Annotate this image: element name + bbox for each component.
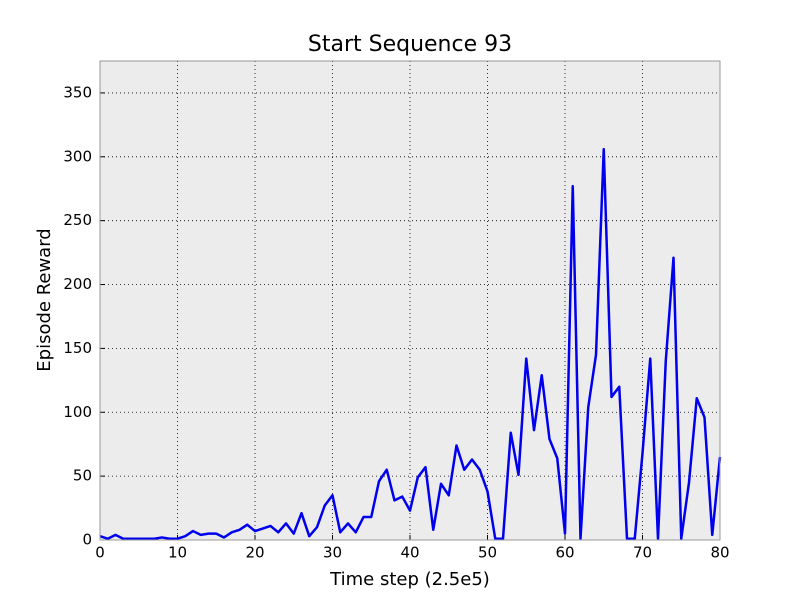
y-tick-label: 150 <box>63 339 92 357</box>
x-tick-label: 30 <box>323 544 342 562</box>
y-tick-label: 50 <box>73 467 92 485</box>
x-tick-label: 0 <box>95 544 105 562</box>
y-tick-label: 0 <box>82 531 92 549</box>
x-tick-label: 70 <box>633 544 652 562</box>
y-tick-label: 250 <box>63 211 92 229</box>
plot-frame <box>99 60 721 541</box>
x-tick-label: 20 <box>245 544 264 562</box>
x-tick-label: 10 <box>168 544 187 562</box>
y-tick-label: 350 <box>63 83 92 101</box>
x-axis-label: Time step (2.5e5) <box>329 569 490 590</box>
y-tick-label: 300 <box>63 147 92 165</box>
data-line <box>99 147 722 540</box>
y-axis-label: Episode Reward <box>34 228 55 371</box>
x-tick-label: 50 <box>478 544 497 562</box>
chart-title: Start Sequence 93 <box>308 32 512 57</box>
x-tick-label: 40 <box>400 544 419 562</box>
plot-background <box>100 61 720 540</box>
y-tick-label: 100 <box>63 403 92 421</box>
x-tick-label: 80 <box>710 544 729 562</box>
x-tick-label: 60 <box>555 544 574 562</box>
y-tick-label: 200 <box>63 275 92 293</box>
